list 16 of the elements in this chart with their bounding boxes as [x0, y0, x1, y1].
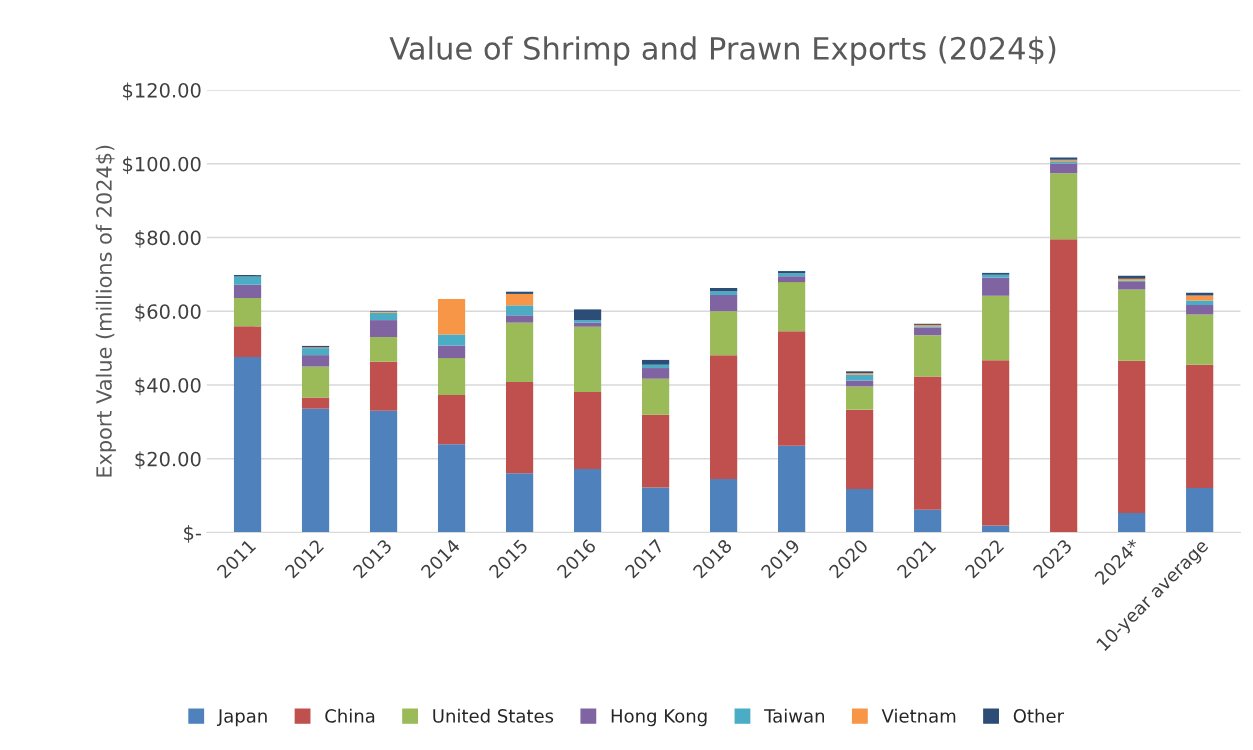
legend-label: Japan: [216, 709, 267, 727]
legend-label: China: [325, 708, 375, 723]
y-tick-label: $40.00: [135, 377, 201, 396]
y-tick-label: $80.00: [135, 230, 201, 248]
y-tick-label: $100.00: [123, 156, 201, 174]
legend-label: Vietnam: [881, 708, 956, 723]
y-tick-label: $20.00: [135, 451, 201, 469]
legend-label: United States: [433, 708, 554, 723]
legend-label: Hong Kong: [611, 709, 707, 727]
chart-title: Value of Shrimp and Prawn Exports (2024$): [389, 36, 1056, 66]
legend-label: Other: [1013, 708, 1064, 723]
legend-label: Taiwan: [764, 708, 825, 723]
y-tick-label: $-: [184, 525, 201, 543]
y-axis-title: Export Value (millions of 2024$): [95, 145, 116, 477]
y-tick-label: $120.00: [123, 82, 201, 101]
y-tick-label: $60.00: [135, 303, 201, 322]
